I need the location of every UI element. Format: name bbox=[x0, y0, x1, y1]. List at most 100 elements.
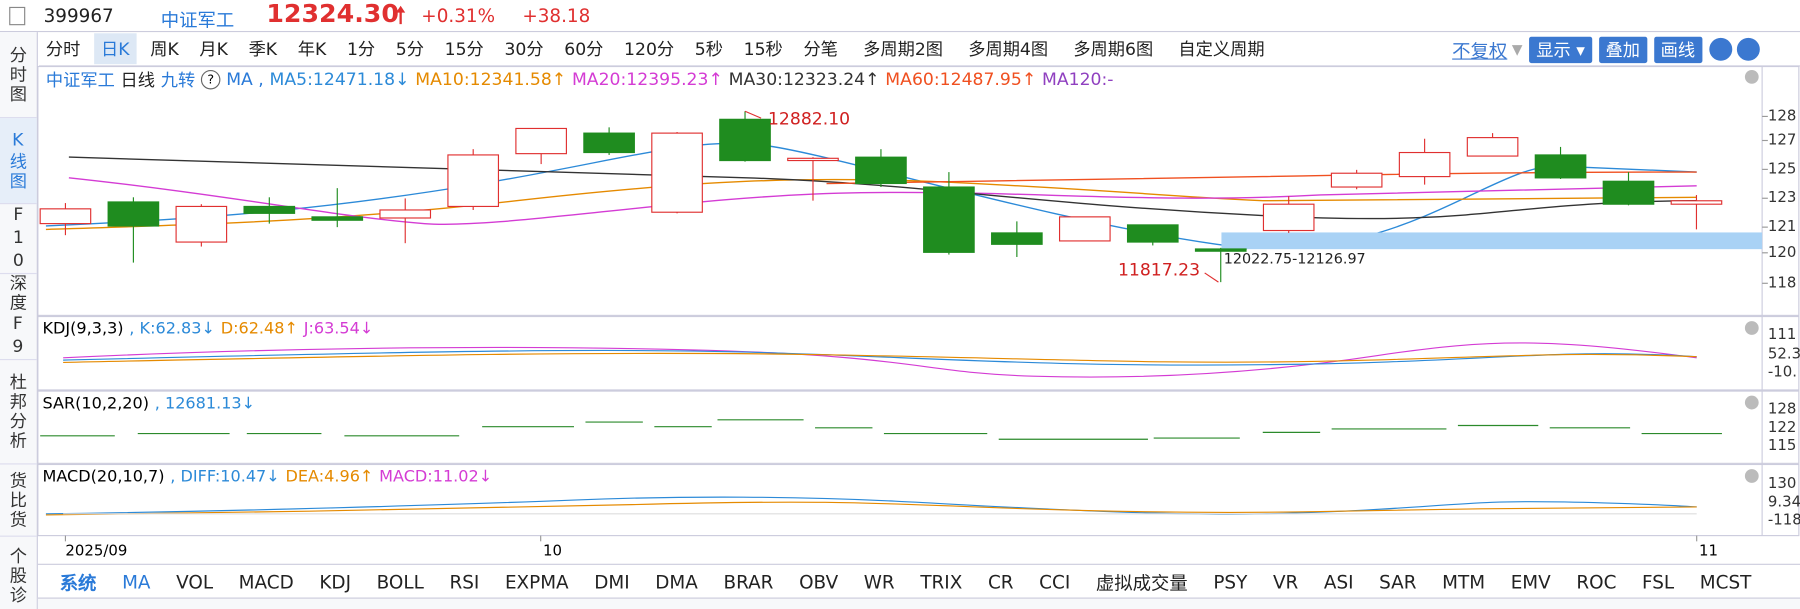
y-tick-label: 125 bbox=[1768, 159, 1796, 177]
add[interactable] bbox=[1736, 37, 1760, 61]
indicator-axis-label: 122 bbox=[1768, 418, 1796, 436]
candle-body bbox=[39, 208, 92, 225]
candle-body bbox=[1466, 137, 1519, 157]
indicator-tab[interactable]: BRAR bbox=[723, 570, 774, 593]
indicator-tab[interactable]: BOLL bbox=[376, 570, 424, 593]
show-btn[interactable]: 显示 ▾ bbox=[1529, 36, 1592, 63]
shape bbox=[1744, 321, 1759, 335]
indicator-tab[interactable]: MCST bbox=[1699, 570, 1752, 593]
period-tab[interactable]: 5秒 bbox=[694, 38, 723, 60]
period-tab[interactable]: 月K bbox=[199, 38, 228, 60]
left-tab[interactable]: 杜邦分析 bbox=[0, 360, 37, 465]
sar-name: SAR(10,2,20) bbox=[42, 394, 150, 413]
period-tab[interactable]: 5分 bbox=[395, 38, 424, 60]
period-tab[interactable]: 日K bbox=[94, 33, 137, 65]
legend-ma5: MA5:12471.18↓ bbox=[269, 68, 410, 90]
overlay[interactable]: 叠加 bbox=[1598, 36, 1647, 63]
indicator-tab[interactable]: ASI bbox=[1323, 570, 1354, 593]
period-tab[interactable]: 季K bbox=[248, 38, 278, 60]
candle-body bbox=[583, 132, 635, 154]
period-tab[interactable]: 多周期6图 bbox=[1073, 38, 1154, 60]
top-bar bbox=[0, 0, 1800, 33]
indicator-tab[interactable]: MACD bbox=[238, 570, 294, 593]
candle-body bbox=[1670, 200, 1723, 205]
change: +38.18 bbox=[522, 4, 591, 27]
period-tab[interactable]: 15分 bbox=[444, 38, 484, 60]
macd-diff: , DIFF:10.47↓ bbox=[170, 467, 280, 487]
indicator-tab[interactable]: ROC bbox=[1576, 570, 1617, 593]
help-icon[interactable]: ? bbox=[200, 69, 221, 89]
indicator-tab[interactable]: KDJ bbox=[319, 570, 351, 593]
shape bbox=[45, 142, 1697, 250]
indicator-tab[interactable]: 系统 bbox=[59, 572, 97, 595]
indicator-tab[interactable]: WR bbox=[863, 570, 895, 593]
icon bbox=[9, 6, 26, 26]
sar-marks bbox=[40, 419, 1722, 440]
period-tab[interactable]: 周K bbox=[150, 38, 179, 60]
left-tab[interactable]: 深度F9 bbox=[0, 274, 37, 361]
refresh[interactable] bbox=[1708, 37, 1732, 61]
period-tab[interactable]: 1分 bbox=[346, 38, 376, 60]
period-tab[interactable]: 年K bbox=[297, 38, 327, 60]
indicator-axis-label: 115 bbox=[1768, 436, 1796, 454]
high-label: 12882.10 bbox=[768, 109, 850, 129]
indicator-tab[interactable]: CCI bbox=[1039, 570, 1071, 593]
period-tab[interactable]: 15秒 bbox=[743, 38, 783, 60]
indicator-tab[interactable]: EXPMA bbox=[504, 570, 569, 593]
kdj-k: , K:62.83↓ bbox=[129, 319, 215, 339]
bottom-tabs: 系统 MA VOL MACD KDJ BOLL RSI EXPMA DMI DMA BRAR OBV W… bbox=[41, 567, 1752, 597]
period-tab[interactable]: 自定义周期 bbox=[1178, 38, 1265, 60]
shape bbox=[1744, 395, 1759, 410]
x-label: 10 bbox=[543, 542, 562, 560]
indicator-tab[interactable]: DMI bbox=[594, 570, 630, 593]
period-tab[interactable]: 30分 bbox=[504, 38, 544, 60]
draw[interactable]: 画线 bbox=[1653, 36, 1702, 63]
y-tick-label: 128 bbox=[1768, 106, 1796, 124]
left-tab[interactable]: 货比货 bbox=[0, 464, 37, 537]
x-label: 11 bbox=[1699, 542, 1718, 560]
indicator-tab[interactable]: VR bbox=[1272, 570, 1299, 593]
indicator-tab[interactable]: MTM bbox=[1442, 570, 1486, 593]
period-tab[interactable]: 多周期2图 bbox=[863, 38, 943, 60]
kdj-legend: KDJ(9,3,3), K:62.83↓ D:62.48↑ J:63.54↓ bbox=[42, 319, 373, 340]
shape bbox=[37, 315, 1800, 391]
shape bbox=[63, 352, 1697, 363]
candle-body bbox=[991, 232, 1043, 245]
sar-legend: SAR(10,2,20), 12681.13↓ bbox=[42, 393, 255, 414]
period-tab[interactable]: 分时 bbox=[45, 38, 81, 60]
low-label: 11817.23 bbox=[1118, 261, 1200, 281]
gear-icons bbox=[1744, 69, 1759, 483]
left-tab[interactable]: 个股诊 bbox=[0, 537, 37, 609]
indicator-tab[interactable]: OBV bbox=[799, 570, 839, 593]
left-tab[interactable]: 分时图 bbox=[0, 32, 37, 119]
indicator-tab[interactable]: RSI bbox=[449, 570, 480, 593]
legend-ma20: MA20:12395.23↑ bbox=[571, 68, 723, 90]
indicator-tab[interactable]: SAR bbox=[1379, 570, 1417, 593]
macd-legend: MACD(20,10,7), DIFF:10.47↓ DEA:4.96↑ MACD:… bbox=[42, 467, 492, 488]
indicator-tab[interactable]: 虚拟成交量 bbox=[1095, 572, 1188, 595]
left-tab[interactable]: F10 bbox=[0, 204, 37, 275]
indicator-tab[interactable]: MA bbox=[122, 570, 151, 593]
indicator-tab[interactable]: TRIX bbox=[920, 570, 963, 593]
left-tab[interactable]: K线图 bbox=[0, 118, 37, 205]
indicator-tab[interactable]: FSL bbox=[1642, 570, 1675, 593]
y-tick-label: 121 bbox=[1768, 217, 1796, 235]
period-tab[interactable]: 分笔 bbox=[803, 38, 838, 60]
indicator-tab[interactable]: PSY bbox=[1213, 570, 1248, 593]
left-tabs: 分时图 K线图 F10 深度F9 杜邦分析 货比货 个股诊 bbox=[0, 32, 38, 609]
shape bbox=[37, 65, 1800, 316]
adjust[interactable]: 不复权 bbox=[1452, 40, 1508, 62]
period-tab[interactable]: 120分 bbox=[624, 38, 675, 60]
indicator-tab[interactable]: DMA bbox=[655, 570, 698, 593]
indicator-tab[interactable]: VOL bbox=[176, 570, 214, 593]
indicator-tab[interactable]: CR bbox=[987, 570, 1014, 593]
indicator-tab[interactable]: EMV bbox=[1510, 570, 1551, 593]
shape bbox=[1744, 469, 1759, 483]
y-tick-label: 127 bbox=[1768, 130, 1796, 148]
controls: 不复权 ▼ 显示 ▾ 叠加 画线 bbox=[1452, 36, 1760, 63]
period-tab[interactable]: 多周期4图 bbox=[968, 38, 1049, 60]
kdj-j: J:63.54↓ bbox=[303, 319, 374, 339]
legend-ma120: MA120:- bbox=[1041, 68, 1114, 90]
period-tab[interactable]: 60分 bbox=[564, 38, 604, 60]
